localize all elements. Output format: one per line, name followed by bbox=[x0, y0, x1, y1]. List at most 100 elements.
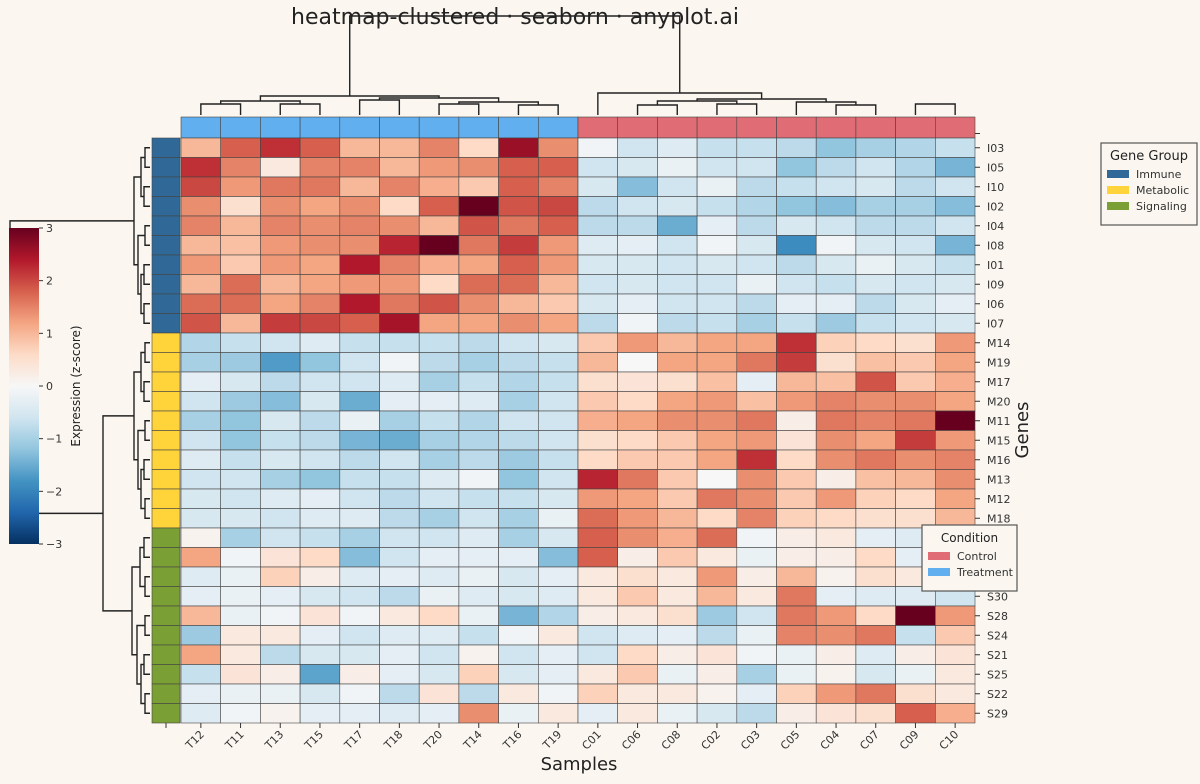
heatmap-cell bbox=[934, 703, 976, 724]
heatmap-cell bbox=[220, 625, 261, 646]
heatmap-cell bbox=[657, 586, 698, 607]
column-condition-cell bbox=[458, 116, 499, 139]
heatmap-cell bbox=[260, 527, 301, 548]
row-dendrogram-link bbox=[144, 420, 150, 441]
heatmap-cell bbox=[498, 157, 539, 178]
heatmap-cell bbox=[736, 196, 777, 217]
heatmap-cell bbox=[617, 254, 658, 275]
heatmap-cell bbox=[458, 527, 499, 548]
heatmap-cell bbox=[220, 488, 261, 509]
heatmap-cell bbox=[815, 469, 857, 490]
heatmap-cell bbox=[498, 391, 539, 412]
heatmap-cell bbox=[260, 215, 301, 236]
row-group-cell bbox=[151, 449, 181, 470]
heatmap-cell bbox=[815, 566, 857, 587]
heatmap-cell bbox=[498, 352, 539, 373]
heatmap-cell bbox=[220, 566, 261, 587]
heatmap-cell bbox=[299, 313, 341, 334]
heatmap-cell bbox=[696, 235, 738, 256]
heatmap-cell bbox=[220, 664, 261, 685]
heatmap-cell bbox=[815, 664, 857, 685]
heatmap-cell bbox=[379, 644, 420, 665]
column-label: C02 bbox=[699, 728, 724, 753]
heatmap-cell bbox=[577, 332, 619, 353]
heatmap-cell bbox=[815, 254, 857, 275]
column-dendrogram-link bbox=[835, 104, 877, 115]
heatmap-cell bbox=[299, 683, 341, 704]
heatmap-cell bbox=[776, 625, 817, 646]
heatmap-cell bbox=[736, 410, 777, 431]
heatmap-cell bbox=[418, 527, 460, 548]
legend-swatch bbox=[1107, 202, 1129, 210]
heatmap-cell bbox=[934, 313, 976, 334]
heatmap-cell bbox=[776, 293, 817, 314]
heatmap-cell bbox=[934, 293, 976, 314]
heatmap-cell bbox=[260, 371, 301, 392]
heatmap-cell bbox=[736, 235, 777, 256]
heatmap-cell bbox=[696, 176, 738, 197]
heatmap-cell bbox=[776, 527, 817, 548]
column-label: C01 bbox=[579, 728, 604, 753]
heatmap-cell bbox=[776, 274, 817, 295]
heatmap-cell bbox=[537, 176, 579, 197]
row-group-cell bbox=[151, 644, 181, 665]
heatmap-cell bbox=[776, 547, 817, 568]
heatmap-cell bbox=[855, 566, 896, 587]
heatmap-cell bbox=[260, 293, 301, 314]
heatmap-cell bbox=[855, 625, 896, 646]
heatmap-cell bbox=[537, 215, 579, 236]
heatmap-cell bbox=[339, 371, 380, 392]
heatmap-cell bbox=[498, 566, 539, 587]
row-dendrogram-link bbox=[143, 654, 150, 675]
heatmap-cell bbox=[815, 488, 857, 509]
column-label: T11 bbox=[222, 728, 247, 753]
heatmap-cell bbox=[736, 449, 777, 470]
heatmap-cell bbox=[339, 176, 380, 197]
heatmap-cell bbox=[696, 469, 738, 490]
row-group-cell bbox=[151, 586, 181, 607]
row-group-cell bbox=[151, 313, 181, 334]
heatmap-cell bbox=[577, 644, 619, 665]
heatmap-cell bbox=[617, 352, 658, 373]
heatmap-cell bbox=[220, 157, 261, 178]
heatmap-cell bbox=[260, 157, 301, 178]
row-dendrogram-link bbox=[144, 693, 150, 714]
heatmap-cell bbox=[498, 137, 539, 158]
heatmap-cell bbox=[895, 703, 936, 724]
column-dendrogram-link bbox=[795, 101, 857, 115]
heatmap-cell bbox=[299, 547, 341, 568]
row-group-cell bbox=[151, 352, 181, 373]
heatmap-cell bbox=[577, 274, 619, 295]
heatmap-cell bbox=[577, 683, 619, 704]
heatmap-cell bbox=[815, 644, 857, 665]
heatmap-cell bbox=[934, 391, 976, 412]
heatmap-cell bbox=[776, 508, 817, 529]
heatmap-cell bbox=[657, 664, 698, 685]
heatmap-cell bbox=[299, 157, 341, 178]
heatmap-cell bbox=[418, 215, 460, 236]
heatmap-cell bbox=[657, 449, 698, 470]
heatmap-cell bbox=[418, 683, 460, 704]
heatmap-cell bbox=[617, 137, 658, 158]
heatmap-cell bbox=[776, 703, 817, 724]
heatmap-cell bbox=[260, 176, 301, 197]
heatmap-cell bbox=[180, 235, 222, 256]
legend-label: Signaling bbox=[1136, 200, 1187, 213]
heatmap-cell bbox=[696, 410, 738, 431]
heatmap-cell bbox=[895, 625, 936, 646]
heatmap-cell bbox=[220, 586, 261, 607]
heatmap-cell bbox=[180, 644, 222, 665]
heatmap-cell bbox=[696, 293, 738, 314]
heatmap-cell bbox=[577, 137, 619, 158]
column-condition-cell bbox=[220, 116, 261, 139]
heatmap-cell bbox=[934, 605, 976, 626]
column-label: C09 bbox=[897, 728, 922, 753]
heatmap-cell bbox=[379, 430, 420, 451]
heatmap-cell bbox=[617, 235, 658, 256]
column-label: C07 bbox=[857, 728, 882, 753]
heatmap-cell bbox=[537, 586, 579, 607]
heatmap-cell bbox=[617, 508, 658, 529]
heatmap-cell bbox=[657, 469, 698, 490]
heatmap-cell bbox=[815, 137, 857, 158]
heatmap-cell bbox=[418, 352, 460, 373]
